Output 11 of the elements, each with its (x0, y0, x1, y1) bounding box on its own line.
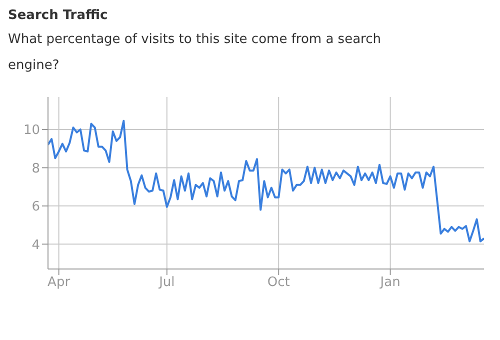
y-tick-label: 4 (32, 238, 40, 253)
y-tick-label: 6 (32, 200, 40, 215)
x-tick-label: Oct (267, 275, 290, 290)
x-tick-label: Jan (379, 275, 400, 290)
x-tick-label: Jul (158, 275, 175, 290)
chart-subtitle: What percentage of visits to this site come from a search engine? (8, 31, 382, 75)
chart-title: Search Traffic (8, 8, 109, 23)
y-tick-label: 10 (23, 123, 40, 138)
line-series (48, 120, 484, 242)
y-tick-label: 8 (32, 161, 40, 176)
x-tick-label: Apr (48, 275, 71, 290)
